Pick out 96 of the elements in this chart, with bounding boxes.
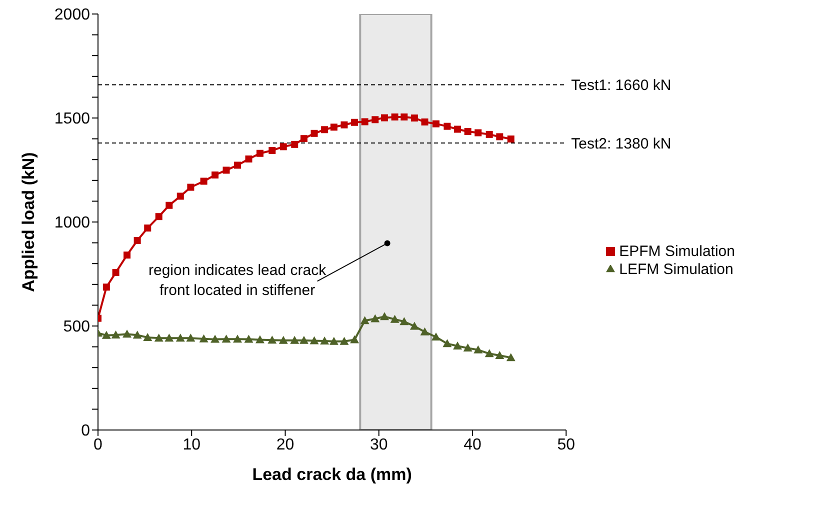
point [255,335,264,344]
point [431,332,440,341]
point [340,336,349,345]
point [380,312,389,320]
point [256,150,264,157]
point [233,334,242,343]
point [454,126,462,133]
x-tick-label: 30 [370,436,388,454]
y-tick-label: 1000 [54,214,90,232]
point [350,335,360,344]
point [166,202,173,209]
point [442,339,452,348]
point [420,327,430,336]
point [164,334,174,342]
y-tick-label: 1500 [54,110,90,128]
point [496,133,504,140]
point [432,120,440,128]
point [199,334,208,342]
point [299,336,308,344]
legend-label: EPFM Simulation [619,243,735,260]
point [290,336,300,344]
point [486,130,493,138]
y-tick-label: 2000 [54,6,90,24]
point [410,114,418,122]
point [464,128,472,136]
point [102,284,110,291]
point [291,140,298,148]
point [210,334,220,343]
point [484,349,494,358]
x-tick-label: 40 [464,436,482,454]
point [268,336,277,344]
point [124,252,131,259]
point [444,122,451,130]
point [212,171,219,178]
x-tick-label: 20 [276,436,294,454]
point [280,143,287,150]
point [102,330,111,339]
point [391,113,398,120]
point [506,353,516,362]
point [474,129,482,136]
legend-label: LEFM Simulation [619,261,734,278]
point [245,155,252,162]
point [310,336,319,344]
y-tick-label: 500 [63,318,90,336]
point [321,126,328,134]
point [370,314,380,322]
point [329,336,338,345]
point [176,192,184,200]
point [268,146,276,154]
point [400,317,409,326]
point [176,334,185,342]
point [222,166,230,174]
point [361,118,368,126]
point [155,213,162,220]
point [453,341,462,350]
point [187,184,194,191]
point [400,113,408,120]
point [372,116,379,124]
point [340,121,348,128]
point [380,114,388,122]
point [421,118,428,126]
x-axis-title: Lead crack da (mm) [252,465,412,484]
point [360,316,370,324]
ref-line-label: Test2: 1380 kN [571,135,672,152]
annotation: region indicates lead crack front located in stiffener [148,262,327,300]
point [278,336,288,344]
point [234,162,241,169]
y-axis-title: Applied load (kN) [19,152,38,292]
point [330,124,338,131]
point [132,330,142,339]
point [154,334,164,342]
point [144,224,152,232]
point [122,330,132,338]
point [351,118,358,126]
point [390,314,400,323]
x-tick-label: 10 [182,436,201,454]
point [244,334,254,343]
point [300,135,308,142]
point [463,344,472,352]
point [320,336,330,344]
point [410,322,419,330]
x-tick-label: 0 [94,436,103,454]
point [200,178,208,185]
y-tick-label: 0 [81,422,90,440]
point [310,130,318,137]
point [134,237,141,244]
point [112,269,120,276]
point [186,334,196,342]
x-tick-label: 50 [557,436,576,454]
point [222,334,231,343]
point [507,136,514,143]
point [474,345,483,354]
ref-line-label: Test1: 1660 kN [571,77,672,94]
point [495,351,504,360]
point [143,332,152,341]
point [111,330,120,338]
